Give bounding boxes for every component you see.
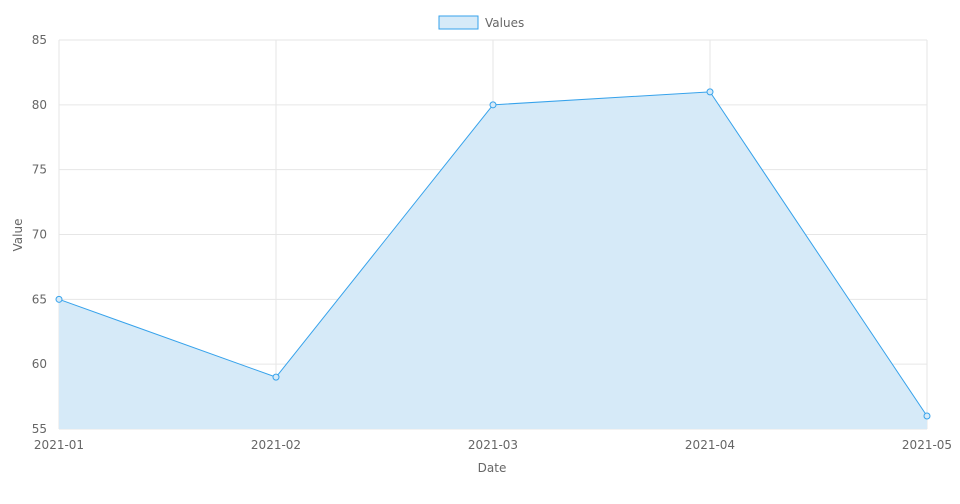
x-tick-label: 2021-05 [902,438,952,452]
x-tick-label: 2021-04 [685,438,735,452]
chart-legend[interactable]: Values [438,15,524,30]
data-point [489,101,497,109]
data-point [923,412,931,420]
series-area-fill [59,91,927,429]
y-tick-label: 75 [32,163,47,177]
data-point [272,373,280,381]
legend-swatch [438,15,479,30]
data-point [706,88,714,96]
x-tick-label: 2021-03 [468,438,518,452]
legend-label-values: Values [485,16,524,30]
y-tick-label: 65 [32,292,47,306]
x-tick-label: 2021-02 [251,438,301,452]
data-point [55,295,63,303]
series-area [58,91,928,429]
y-tick-label: 80 [32,98,47,112]
series-points [55,88,931,420]
x-tick-label: 2021-01 [34,438,84,452]
y-axis-ticks: 55 60 65 70 75 80 85 [32,33,47,436]
x-axis-ticks: 2021-01 2021-02 2021-03 2021-04 2021-05 [34,438,952,452]
x-axis-title: Date [478,461,507,475]
y-axis-title: Value [11,219,25,252]
y-tick-label: 55 [32,422,47,436]
y-tick-label: 85 [32,33,47,47]
y-tick-label: 60 [32,357,47,371]
y-tick-label: 70 [32,228,47,242]
